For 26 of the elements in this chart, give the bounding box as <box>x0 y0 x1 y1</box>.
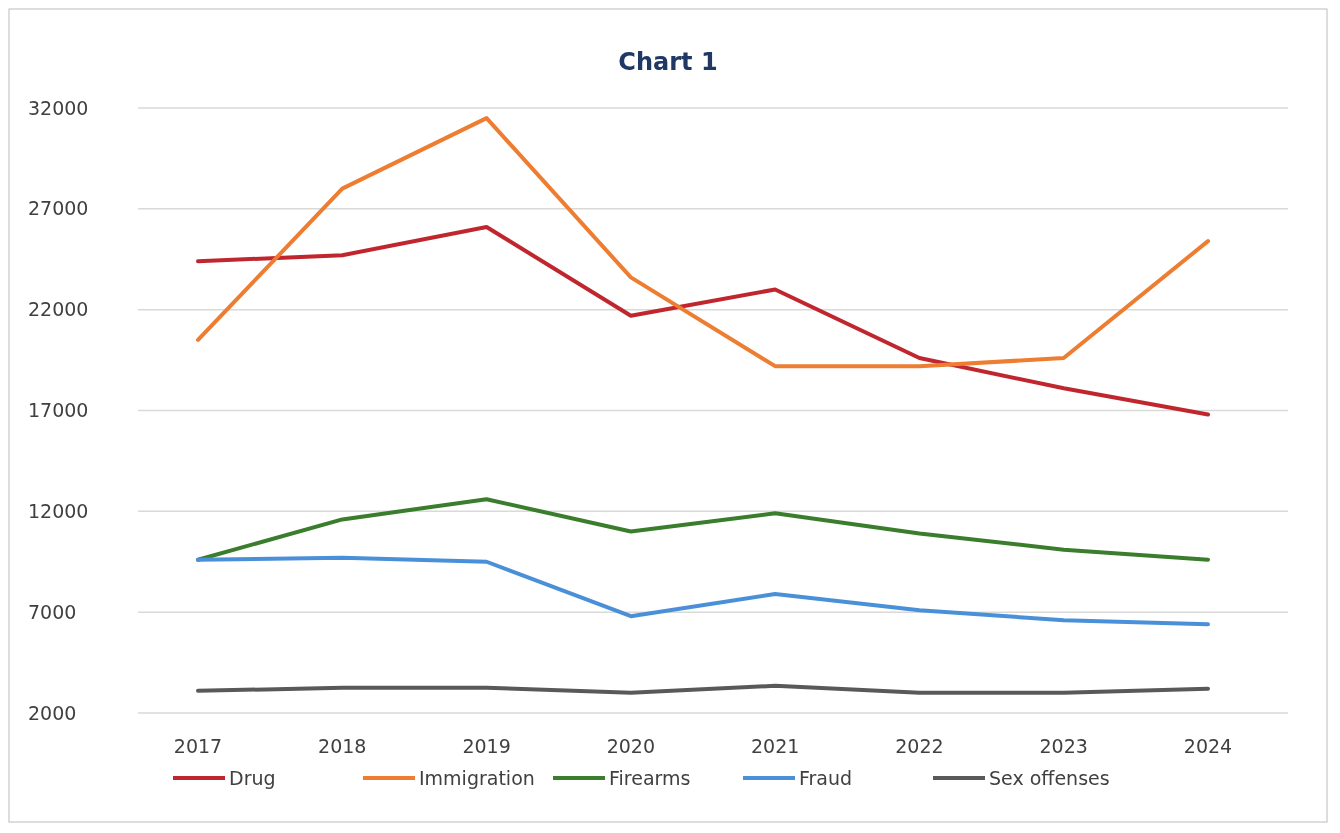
legend-label: Sex offenses <box>989 766 1110 789</box>
x-tick-label: 2019 <box>462 735 511 757</box>
y-tick-label: 22000 <box>28 298 89 321</box>
y-tick-label: 17000 <box>28 399 89 422</box>
chart-title: Chart 1 <box>618 48 718 76</box>
y-tick-label: 12000 <box>28 499 89 522</box>
line-series <box>196 555 1210 627</box>
line-series <box>196 224 1210 417</box>
legend-label: Fraud <box>799 766 853 789</box>
line-series <box>196 683 1210 695</box>
x-tick-label: 2023 <box>1039 735 1088 757</box>
x-tick-label: 2017 <box>173 735 223 757</box>
legend-label: Drug <box>229 766 276 789</box>
y-tick-label: 7000 <box>28 600 77 623</box>
x-tick-label: 2024 <box>1183 735 1233 757</box>
x-tick-label: 2020 <box>606 735 656 757</box>
legend-label: Immigration <box>419 766 535 789</box>
line-series <box>196 497 1210 562</box>
y-tick-label: 2000 <box>28 701 77 724</box>
x-tick-label: 2022 <box>895 735 944 757</box>
x-tick-label: 2018 <box>318 735 367 757</box>
y-tick-label: 32000 <box>28 96 89 119</box>
x-tick-label: 2021 <box>750 735 800 757</box>
legend-label: Firearms <box>609 766 691 789</box>
line-series <box>196 116 1210 369</box>
y-tick-label: 27000 <box>28 197 89 220</box>
